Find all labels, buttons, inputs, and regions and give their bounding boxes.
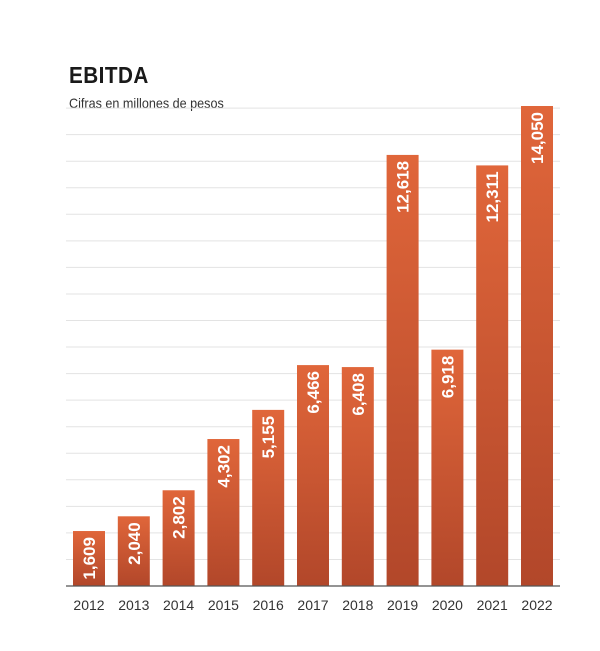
bar-2018 <box>341 367 374 586</box>
data-label: 14,050 <box>528 112 547 164</box>
bar-2015 <box>207 439 240 586</box>
data-label: 1,609 <box>80 537 99 580</box>
bar-2012 <box>73 531 105 586</box>
bar-2014 <box>162 490 195 586</box>
x-tick-label: 2019 <box>387 597 418 613</box>
x-tick-label: 2012 <box>73 597 104 613</box>
x-tick-label: 2013 <box>118 597 149 613</box>
data-label: 6,918 <box>438 356 457 399</box>
data-label: 6,466 <box>304 371 323 414</box>
x-tick-label: 2022 <box>521 597 552 613</box>
data-label: 6,408 <box>349 373 368 416</box>
x-tick-label: 2017 <box>297 597 328 613</box>
bar-2019 <box>386 154 419 586</box>
bar-2013 <box>117 516 150 586</box>
data-label: 2,040 <box>125 522 144 565</box>
data-label: 12,311 <box>483 171 502 222</box>
bar-2022 <box>521 106 553 586</box>
x-tick-label: 2021 <box>477 597 508 613</box>
x-tick-label: 2016 <box>253 597 284 613</box>
chart-title: EBITDA <box>69 62 149 88</box>
bar-2020 <box>431 349 464 586</box>
x-tick-label: 2020 <box>432 597 463 613</box>
bar-2017 <box>297 365 329 586</box>
data-label: 4,302 <box>214 445 233 488</box>
data-label: 5,155 <box>259 416 278 459</box>
chart-subtitle: Cifras en millones de pesos <box>69 95 224 111</box>
x-tick-label: 2018 <box>342 597 373 613</box>
x-tick-label: 2014 <box>163 597 194 613</box>
x-tick-label: 2015 <box>208 597 239 613</box>
bar-2021 <box>476 165 509 586</box>
bar-2016 <box>252 409 285 586</box>
data-label: 2,802 <box>170 496 189 539</box>
data-label: 12,618 <box>394 161 413 213</box>
